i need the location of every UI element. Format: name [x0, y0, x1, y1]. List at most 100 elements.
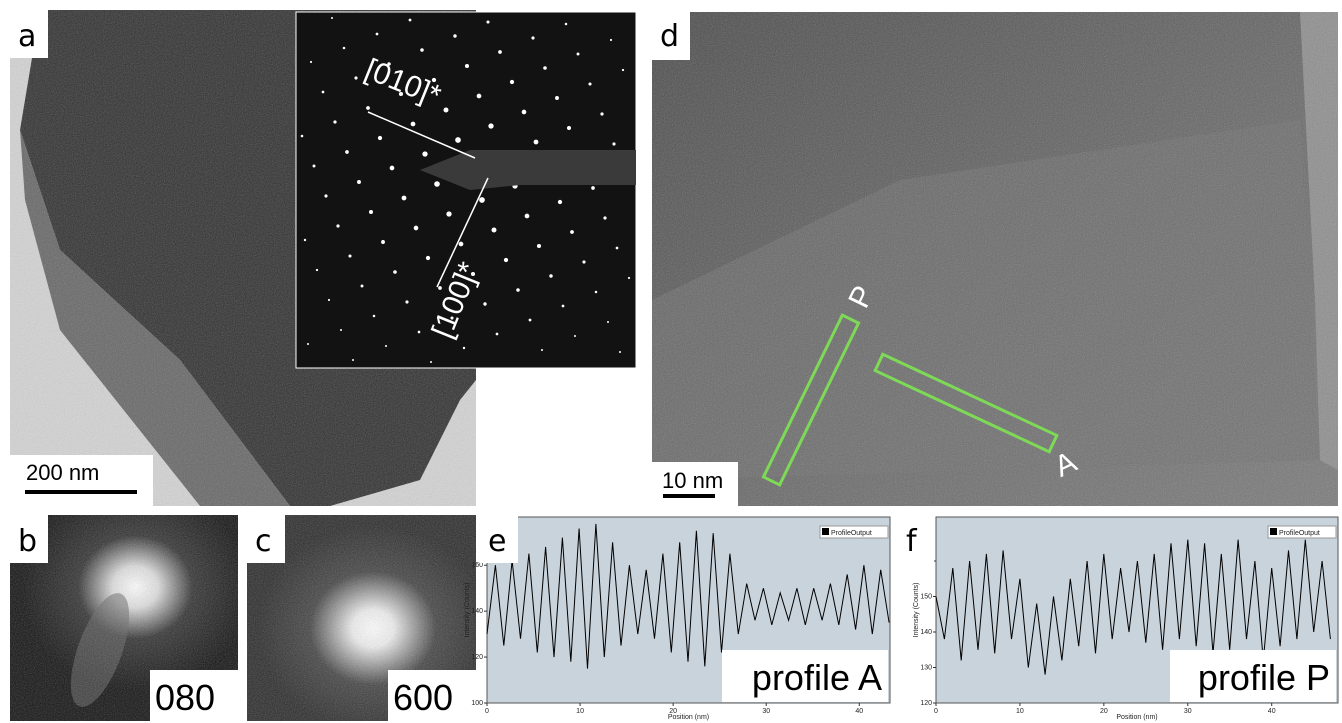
spot — [529, 319, 532, 322]
spot — [565, 23, 568, 26]
spot — [582, 260, 585, 263]
spot — [549, 274, 552, 277]
spot — [328, 299, 330, 301]
spot — [420, 48, 424, 52]
spot — [479, 197, 485, 203]
panel-label: f — [906, 524, 918, 559]
y-tick-label: 100 — [471, 700, 483, 707]
y-axis-label: Intensity (Counts) — [913, 583, 920, 638]
spot — [483, 302, 486, 305]
spot — [307, 343, 309, 345]
spot — [390, 166, 395, 171]
spot — [488, 123, 493, 128]
spot — [612, 142, 615, 145]
spot — [516, 288, 520, 292]
spot — [555, 96, 559, 100]
spot — [333, 120, 336, 123]
spot — [562, 305, 565, 308]
spot — [591, 186, 595, 190]
spot — [381, 240, 385, 244]
spot — [393, 270, 397, 274]
spot — [310, 61, 312, 63]
spot — [537, 244, 541, 248]
x-tick-label: 10 — [1016, 708, 1024, 715]
spot — [455, 137, 461, 143]
spot — [498, 50, 502, 54]
reflection-label: 080 — [155, 677, 215, 718]
spot — [369, 210, 373, 214]
spot — [446, 211, 451, 216]
y-tick-label: 140 — [471, 608, 483, 615]
spot — [316, 269, 318, 271]
spot — [409, 19, 412, 22]
spot — [558, 200, 562, 204]
x-tick-label: 40 — [1268, 708, 1276, 715]
x-tick-label: 0 — [934, 708, 938, 715]
x-axis-label: Position (nm) — [668, 714, 709, 721]
reflection-label: 600 — [393, 677, 453, 718]
spot — [486, 20, 489, 23]
spot — [600, 112, 603, 115]
spot — [504, 258, 508, 262]
panel-d: P A d 10 nm — [652, 12, 1338, 506]
spot — [463, 347, 465, 349]
panel-b: b 080 — [10, 515, 238, 721]
y-axis-label: Intensity (Counts) — [464, 583, 471, 638]
spot — [414, 226, 419, 231]
y-tick-label: 120 — [471, 654, 483, 661]
y-tick-label: 160 — [471, 562, 483, 569]
spot — [376, 33, 379, 36]
legend-label: ProfileOutput — [1279, 530, 1320, 537]
spot — [465, 64, 469, 68]
spot — [607, 321, 609, 323]
x-tick-label: 0 — [485, 708, 489, 715]
spot — [373, 315, 376, 318]
y-tick-label: 120 — [920, 700, 932, 707]
panel-label: d — [660, 19, 679, 54]
spot — [301, 135, 304, 138]
spot — [477, 94, 482, 99]
spot — [522, 110, 527, 115]
spot — [340, 329, 342, 331]
x-tick-label: 40 — [855, 708, 863, 715]
x-axis-label: Position (nm) — [1116, 714, 1157, 721]
spot — [313, 165, 316, 168]
panel-label: c — [255, 524, 272, 559]
spot — [459, 242, 464, 247]
spot — [422, 151, 427, 156]
annotation: profile P — [1198, 657, 1330, 698]
spot — [567, 126, 571, 130]
spot — [577, 53, 580, 56]
spot — [603, 216, 606, 219]
x-tick-label: 30 — [762, 708, 770, 715]
scale-bar-label: 200 nm — [26, 460, 99, 485]
spot — [570, 230, 574, 234]
x-tick-label: 10 — [576, 708, 584, 715]
spot — [402, 196, 407, 201]
spot — [354, 76, 357, 79]
spot — [619, 351, 621, 353]
spot — [628, 277, 630, 279]
spot — [336, 224, 339, 227]
y-tick-label: 140 — [920, 629, 932, 636]
spot — [444, 108, 449, 113]
spot — [331, 17, 333, 19]
spot — [366, 106, 370, 110]
spot — [543, 66, 547, 70]
spot — [434, 181, 440, 187]
y-tick-label: 130 — [920, 665, 932, 672]
x-tick-label: 30 — [1184, 708, 1192, 715]
legend-swatch — [822, 528, 829, 535]
spot — [574, 335, 576, 337]
spot — [453, 34, 456, 37]
spot — [622, 69, 624, 71]
x-tick-label: 20 — [1100, 708, 1108, 715]
scale-bar — [25, 490, 137, 494]
spot — [322, 91, 325, 94]
panel-label: b — [18, 524, 37, 559]
spot — [438, 286, 442, 290]
annotation: profile A — [752, 657, 882, 698]
spot — [405, 300, 408, 303]
spot — [352, 359, 354, 361]
spot — [361, 285, 364, 288]
